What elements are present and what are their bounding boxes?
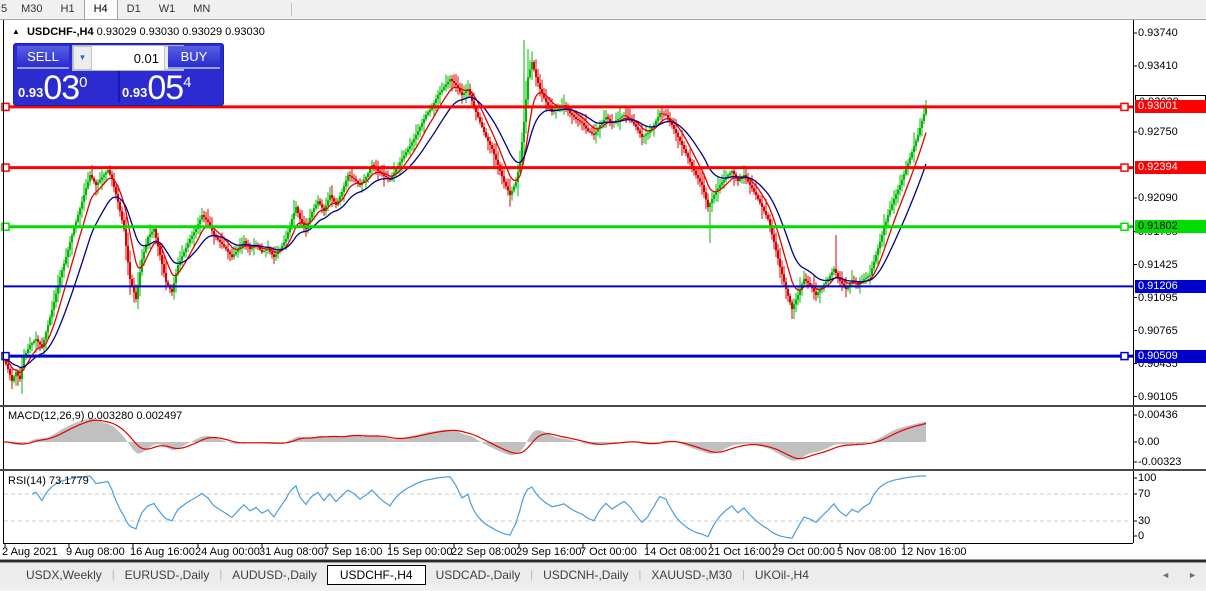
timeframe-toolbar: 5 M30 H1 H4 D1 W1 MN (0, 0, 1206, 20)
timeframe-button-d1[interactable]: D1 (126, 3, 141, 15)
level-price-label: 0.91802 (1135, 220, 1206, 234)
sell-price-display[interactable]: 0.93 03 0 (18, 69, 118, 107)
volume-decrease-button[interactable]: ▼ (73, 46, 92, 70)
toolbar-divider (291, 3, 293, 16)
buy-button[interactable]: BUY (168, 46, 220, 69)
macd-indicator-label: MACD(12,26,9) 0.003280 0.002497 (8, 410, 183, 422)
one-click-trading-panel: SELL ▼ ▲ BUY 0.93 03 0 0.93 05 4 (13, 43, 224, 106)
date-tick-label: 15 Sep 00:00 (387, 546, 453, 558)
price-tick-label: 0.92750 (1138, 126, 1178, 138)
date-tick-label: 2 Aug 2021 (2, 546, 58, 558)
bottom-separator-dark (0, 560, 1206, 562)
volume-input[interactable] (92, 46, 164, 70)
date-tick-label: 24 Aug 00:00 (195, 546, 260, 558)
symbol-tab-usdx-weekly[interactable]: USDX,Weekly (26, 567, 102, 582)
timeframe-button-5[interactable]: 5 (1, 3, 8, 15)
bottom-separator-light (0, 559, 1206, 560)
indicator-tick-label: 30 (1138, 515, 1151, 527)
level-price-label: 0.93001 (1135, 100, 1206, 114)
price-tick-label: 0.90765 (1138, 324, 1178, 337)
sell-price-big-digits: 03 (43, 69, 80, 107)
symbol-tab-usdcnh-daily[interactable]: USDCNH-,Daily (543, 567, 629, 582)
collapse-trade-panel-icon[interactable]: ▲ (12, 27, 20, 36)
sell-price-pip-digit: 0 (79, 74, 88, 91)
sell-button[interactable]: SELL (17, 46, 69, 69)
price-tick-label: 0.93740 (1138, 27, 1178, 39)
date-tick-label: 22 Sep 08:00 (451, 546, 517, 558)
buy-price-big-digits: 05 (147, 69, 184, 107)
timeframe-button-m30[interactable]: M30 (21, 3, 43, 15)
price-tick-label: 0.91095 (1138, 291, 1178, 304)
date-tick-label: 29 Sep 16:00 (516, 546, 582, 558)
date-tick-label: 5 Nov 08:00 (837, 546, 897, 558)
date-tick-label: 29 Oct 00:00 (772, 546, 835, 558)
symbol-tabbar: USDX,Weekly | EURUSD-,Daily | AUDUSD-,Daily U… (0, 562, 1206, 586)
symbol-tab-xauusd-m30[interactable]: XAUUSD-,M30 (651, 567, 732, 582)
indicator-tick-label: 100 (1138, 472, 1157, 484)
indicator-tick-label: -0.00323 (1138, 456, 1182, 468)
date-tick-label: 14 Oct 08:00 (644, 546, 707, 558)
symbol-tab-usdchf-h4[interactable]: USDCHF-,H4 (326, 564, 426, 585)
indicator-tick-label: 0 (1138, 530, 1145, 542)
volume-spinner: ▼ ▲ (72, 45, 184, 71)
price-tick-label: 0.92090 (1138, 192, 1178, 204)
chart-title: ▲ USDCHF-,H4 0.93029 0.93030 0.93029 0.9… (12, 26, 265, 38)
symbol-tab-ukoil-h4[interactable]: UKOil-,H4 (754, 567, 809, 582)
sell-price-prefix: 0.93 (18, 85, 44, 100)
date-tick-label: 21 Oct 16:00 (708, 546, 771, 558)
price-tick-label: 0.90105 (1138, 390, 1178, 403)
timeframe-button-h4[interactable]: H4 (83, 0, 118, 19)
tab-separator: | (219, 568, 223, 581)
indicator-tick-label: 0.00 (1138, 436, 1160, 448)
tab-separator: | (742, 568, 745, 581)
buy-price-pip-digit: 4 (183, 74, 192, 91)
date-tick-label: 7 Sep 16:00 (323, 546, 383, 558)
tab-separator: | (111, 568, 115, 581)
tab-separator: | (530, 568, 534, 581)
indicator-tick-label: 0.00436 (1138, 409, 1178, 421)
timeframe-button-mn[interactable]: MN (193, 3, 211, 15)
level-price-label: 0.91206 (1135, 279, 1206, 293)
level-price-label: 0.92394 (1135, 161, 1206, 175)
rsi-pane-separator[interactable] (0, 469, 1206, 471)
buy-price-display[interactable]: 0.93 05 4 (122, 69, 220, 107)
timeframe-button-w1[interactable]: W1 (158, 3, 176, 15)
date-tick-label: 9 Aug 08:00 (66, 546, 125, 558)
date-tick-label: 7 Oct 00:00 (580, 546, 637, 558)
tab-separator: | (638, 568, 642, 581)
chart-ohlc-quotes: 0.93029 0.93030 0.93029 0.93030 (96, 26, 265, 38)
price-display-divider (118, 71, 120, 103)
date-tick-label: 16 Aug 16:00 (130, 546, 195, 558)
scroll-left-icon[interactable]: ◄ (1161, 569, 1171, 580)
bottom-strip (0, 585, 1206, 591)
chart-symbol: USDCHF-,H4 (26, 26, 94, 38)
date-tick-label: 31 Aug 08:00 (259, 546, 324, 558)
price-tick-label: 0.93410 (1138, 60, 1178, 72)
scroll-right-icon[interactable]: ► (1188, 569, 1197, 580)
symbol-tab-usdcad-daily[interactable]: USDCAD-,Daily (435, 567, 521, 582)
indicator-tick-label: 70 (1138, 488, 1151, 500)
symbol-tab-eurusd-daily[interactable]: EURUSD-,Daily (124, 567, 210, 582)
date-tick-label: 12 Nov 16:00 (901, 546, 967, 558)
symbol-tab-audusd-daily[interactable]: AUDUSD-,Daily (232, 567, 317, 582)
level-price-label: 0.90509 (1135, 349, 1206, 363)
timeframe-button-h1[interactable]: H1 (60, 3, 75, 15)
rsi-indicator-label: RSI(14) 73.1779 (8, 475, 89, 487)
macd-pane-separator[interactable] (0, 405, 1206, 407)
price-tick-label: 0.91425 (1138, 258, 1178, 271)
buy-price-prefix: 0.93 (122, 85, 148, 100)
